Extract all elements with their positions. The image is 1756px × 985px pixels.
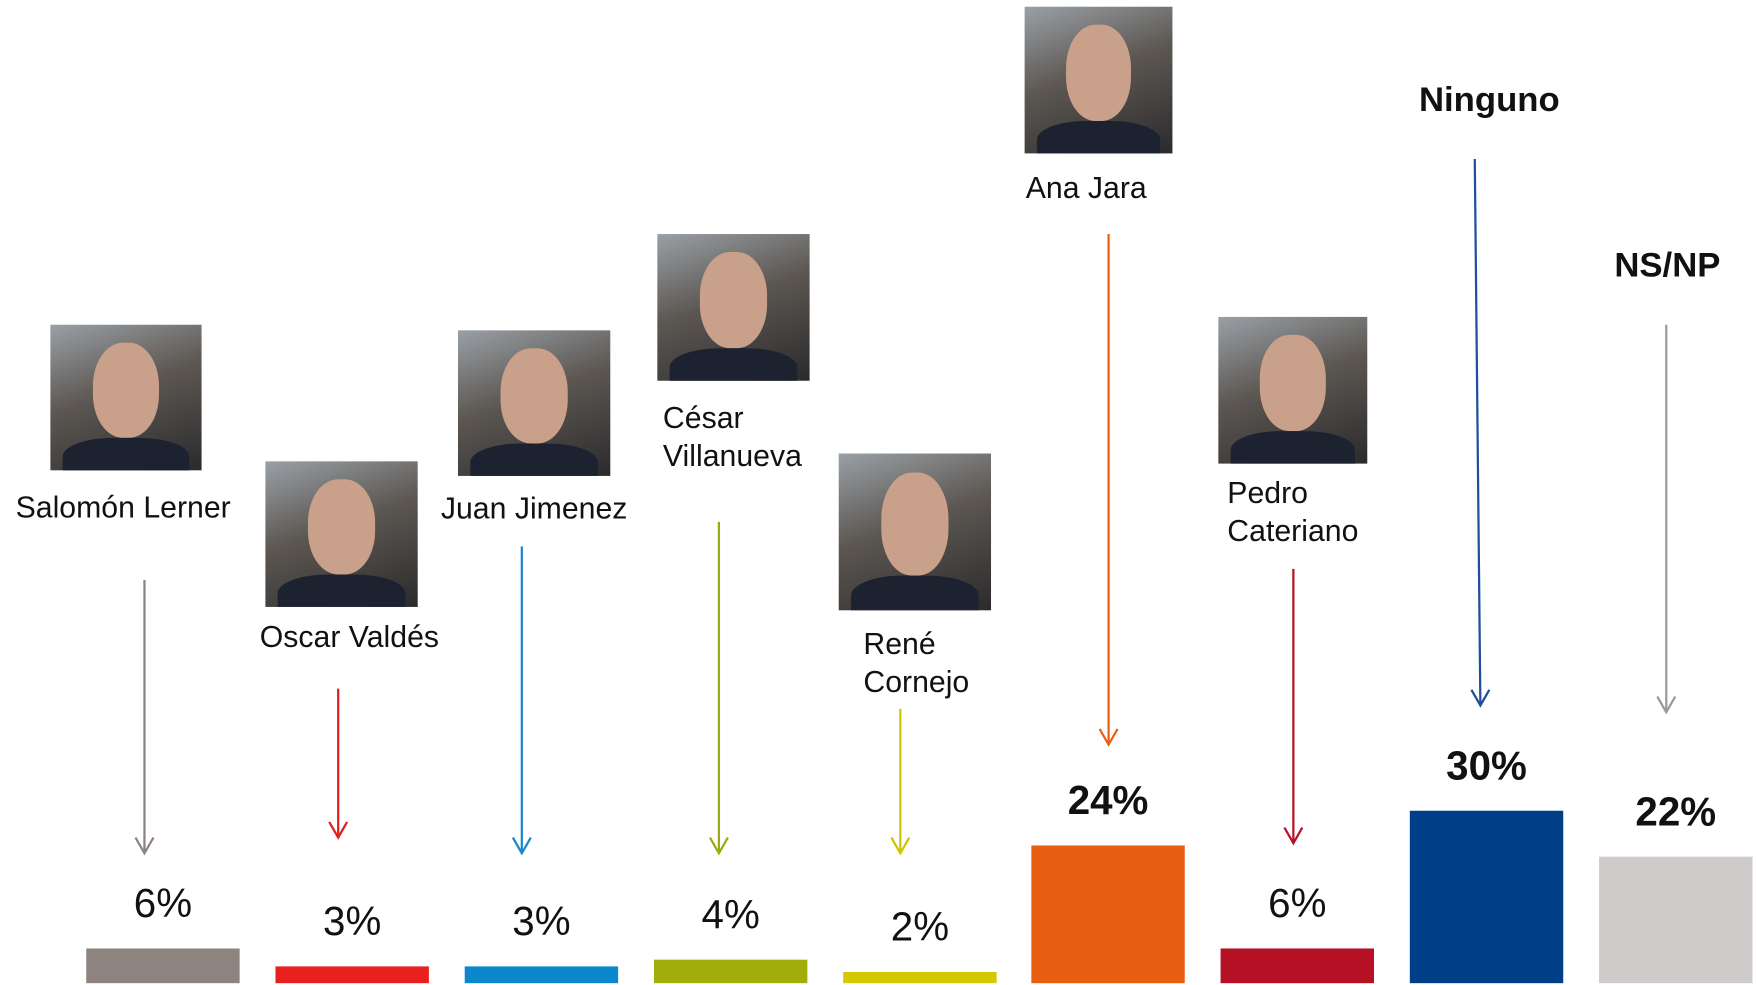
photo [457,330,611,476]
candidate-name: Salomón Lerner [15,490,231,525]
photo-face [1260,334,1326,432]
photo [838,453,992,611]
candidate-name: René Cornejo [863,627,970,699]
candidate-name: Pedro Cateriano [1227,475,1359,548]
photo-face [1065,24,1132,122]
arrow-head [1283,826,1304,846]
photo-suit [850,575,979,611]
bar [1599,856,1753,984]
value-label: 24% [1067,776,1149,823]
arrow-line [1473,159,1482,706]
candidate-name: Ana Jara [1025,171,1147,205]
arrow-head [1470,689,1491,708]
value-label: 3% [512,897,571,944]
arrow-head [328,821,349,840]
candidate-name: NS/NP [1614,245,1721,285]
photo-suit [62,438,190,471]
photo-suit [277,574,406,607]
bar [1031,845,1185,984]
photo-face [699,251,767,349]
photo-suit [669,348,798,381]
photo-face [881,472,949,576]
photo [265,461,418,607]
photo [657,234,810,381]
photo-face [500,347,568,444]
value-label: 22% [1635,788,1717,835]
bar [275,965,429,984]
photo-suit [470,443,599,476]
candidate-name: Oscar Valdés [259,620,439,654]
arrow-head [134,837,155,856]
arrow-head [1656,695,1677,715]
candidate-name: Ninguno [1418,79,1560,119]
bar [464,965,619,984]
photo-suit [1036,121,1161,154]
photo-face [308,478,376,575]
candidate-name: Juan Jimenez [440,491,628,526]
value-label: 3% [323,897,382,944]
bar [1220,948,1374,984]
bar [1409,810,1564,984]
bar [843,971,997,984]
photo-face [92,342,160,439]
value-label: 4% [701,891,760,938]
photo-suit [1230,431,1356,464]
photo [50,324,202,471]
arrow-head [890,837,911,856]
bar [653,960,808,984]
value-label: 6% [133,880,193,927]
value-label: 2% [890,903,950,950]
arrow-head [1098,728,1119,747]
arrow-head [511,837,532,856]
value-label: 6% [1268,880,1327,927]
photo [1024,6,1173,154]
arrow-head [708,837,729,856]
value-label: 30% [1446,742,1527,789]
candidate-name: César Villanueva [662,400,802,473]
photo [1218,316,1368,464]
bar [86,948,240,984]
